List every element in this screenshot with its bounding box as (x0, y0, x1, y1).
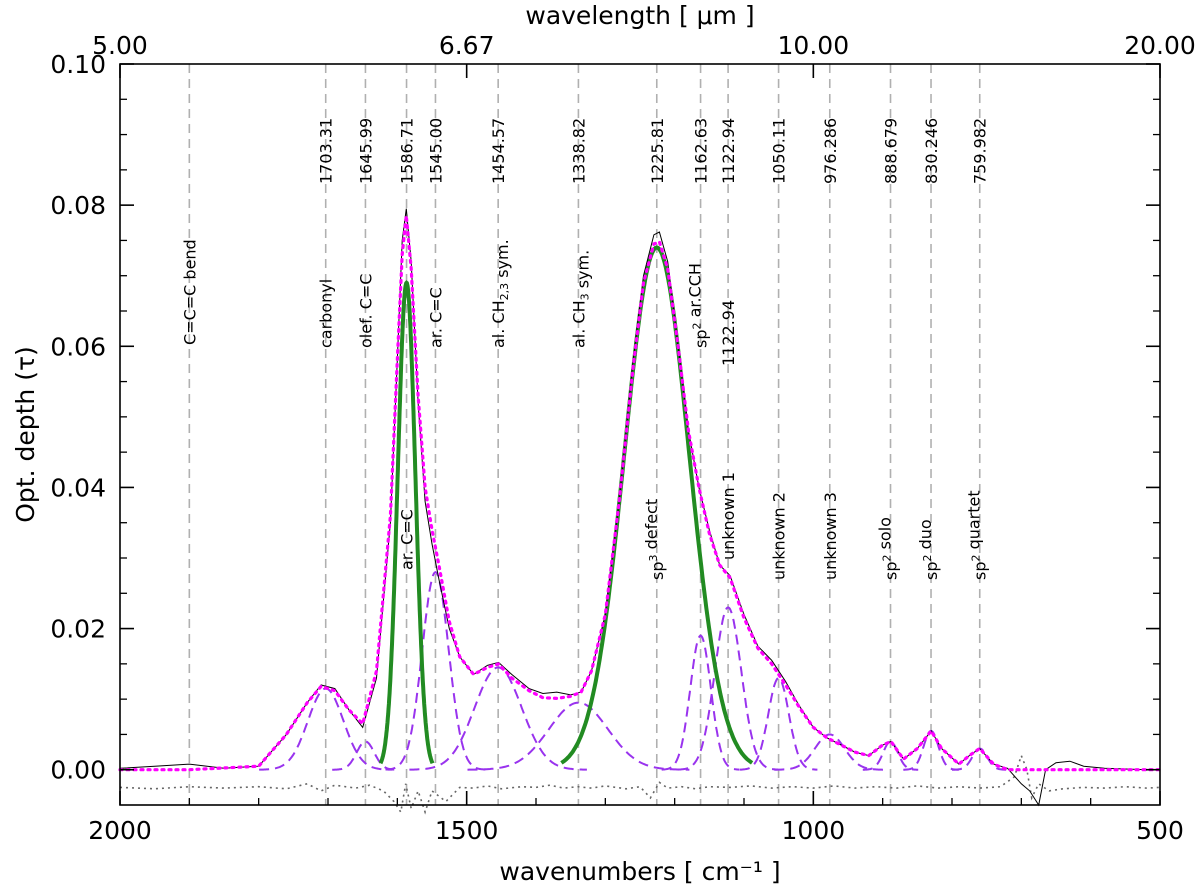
band-position-label: 976.286 (821, 118, 840, 184)
plot-frame (119, 63, 1161, 806)
x-tick-label: 2000 (88, 816, 152, 845)
band-position-label: 1545.00 (426, 118, 445, 184)
highlighted-components (378, 245, 754, 765)
band-name-label: sp2 solo (876, 517, 901, 580)
x-top-tick-label: 6.67 (439, 31, 495, 60)
y-tick-label: 0.00 (50, 756, 106, 785)
band-position-label: 1338.82 (569, 118, 588, 184)
band-name-label: al. CH3 sym. (569, 250, 592, 348)
band-name-label: sp3 defect (642, 499, 667, 580)
band-name-label: unknown 3 (821, 492, 840, 580)
x-top-axis-title: wavelength [ μm ] (525, 1, 754, 30)
y-tick-label: 0.02 (50, 615, 106, 644)
x-top-tick-label: 10.00 (778, 31, 850, 60)
gaussian-component-curve (409, 666, 587, 771)
band-position-label: 830.246 (922, 118, 941, 184)
band-position-label: 1050.11 (770, 118, 789, 184)
gaussian-component-curve (903, 729, 959, 771)
band-position-label: 759.982 (971, 118, 990, 184)
band-name-label: sp2 duo (916, 519, 941, 580)
highlighted-component-curve (378, 280, 435, 765)
band-position-label: 1454.57 (489, 118, 508, 184)
band-position-label: 1122.94 (719, 118, 738, 184)
observed-spectrum-line (119, 208, 1160, 807)
band-position-label: 1162.63 (692, 118, 711, 184)
x-axis-title: wavenumbers [ cm⁻¹ ] (499, 857, 780, 886)
y-tick-label: 0.08 (50, 191, 106, 220)
residual-line (119, 753, 1161, 815)
y-axis-title: Opt. depth (τ) (11, 346, 40, 523)
x-top-tick-label: 5.00 (92, 31, 148, 60)
band-position-label-lower: 1122.94 (719, 300, 738, 366)
axes: 2000 1500 1000 500 5.00 6.67 10.00 20.00 0.00 0.0… (11, 1, 1196, 886)
band-position-label: 888.679 (882, 118, 901, 184)
band-position-label: 1703.31 (317, 118, 336, 184)
gaussian-component-curve (774, 733, 886, 771)
band-name-label: olef. C=C (356, 274, 375, 348)
gaussian-component-curve (467, 701, 690, 771)
x-tick-label: 500 (1136, 816, 1184, 845)
total-fit-line (118, 215, 1162, 772)
gaussian-component-curve (862, 740, 919, 771)
x-tick-label: 1500 (435, 816, 499, 845)
gaussian-components (259, 570, 1008, 771)
band-name-label: carbonyl (317, 279, 336, 348)
spectrum-lines (118, 208, 1162, 815)
x-tick-label: 1000 (782, 816, 846, 845)
gaussian-component-curve (678, 606, 779, 771)
band-name-label: ar. C=C (398, 509, 417, 570)
band-name-label: al. CH2,3 sym. (489, 239, 512, 348)
band-position-label: 1225.81 (648, 118, 667, 184)
gaussian-component-curve (385, 570, 486, 771)
y-tick-label: 0.10 (50, 50, 106, 79)
y-tick-label: 0.04 (50, 473, 106, 502)
gaussian-component-curve (739, 676, 818, 771)
highlighted-component-curve (560, 245, 754, 765)
band-guide-lines (188, 64, 981, 805)
band-name-label: C=C=C bend (180, 239, 199, 345)
gaussian-component-curve (661, 634, 740, 771)
band-name-label: unknown 1 (719, 472, 738, 560)
y-tick-label: 0.06 (50, 332, 106, 361)
band-name-label: unknown 2 (770, 492, 789, 580)
band-position-label: 1645.99 (356, 118, 375, 184)
x-top-tick-label: 20.00 (1124, 31, 1196, 60)
band-position-label: 1586.71 (398, 118, 417, 184)
band-annotations: C=C=C bend 1703.31 carbonyl 1645.99 olef. C=… (180, 118, 989, 580)
band-name-label: sp2 quartet (965, 490, 990, 580)
band-name-label: sp2 ar.CCH (686, 263, 711, 348)
band-name-label: ar. C=C (426, 287, 445, 348)
